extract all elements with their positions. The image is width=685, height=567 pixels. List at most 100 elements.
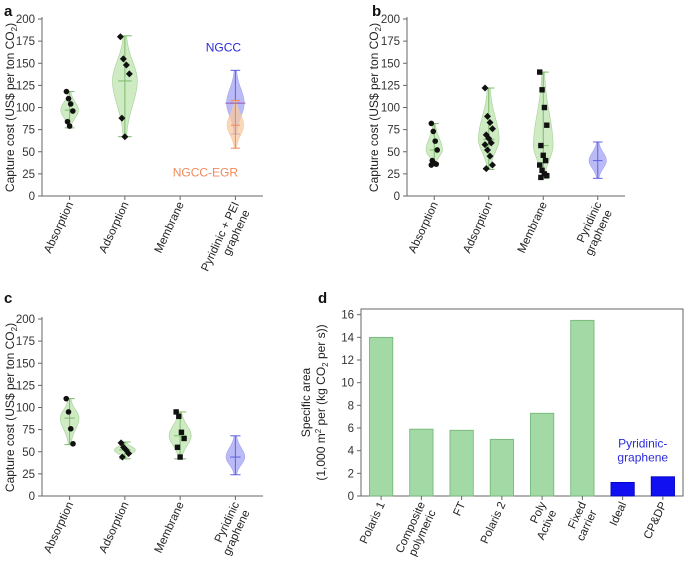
x-category-label: FT [452, 500, 469, 518]
y-tick-label: 175 [16, 36, 35, 48]
annotation-orange: NGCC-EGR [173, 166, 239, 180]
data-point-circle [64, 118, 71, 125]
data-point-square [538, 174, 544, 181]
data-point-diamond [122, 446, 130, 454]
y-tick-label: 75 [22, 125, 35, 137]
y-tick-label: 0 [348, 491, 354, 503]
x-category-label-line1: Polaris 2 [479, 500, 509, 546]
x-category-label: Pyridinicgraphene [209, 500, 254, 558]
y-axis-label-part: per s)) [314, 324, 328, 362]
y-tick-label: 175 [16, 336, 35, 348]
data-point-diamond [487, 139, 495, 147]
y-tick-label: 75 [387, 125, 400, 137]
data-point-diamond [125, 450, 133, 458]
y-tick-label: 200 [16, 314, 35, 326]
x-category-label-line1: Ideal [608, 500, 629, 528]
data-point-circle [65, 409, 72, 415]
x-category-label: Polaris 1 [358, 500, 388, 546]
bar-5 [570, 319, 595, 497]
x-category-label: Absorption [42, 200, 76, 255]
data-point-circle [428, 120, 435, 127]
data-point-circle [63, 88, 70, 95]
y-axis-label-sub: 2 [374, 26, 383, 31]
data-point-square [540, 152, 546, 158]
annotation-blue: NGCC [206, 41, 242, 55]
x-category-label: Adsorption [97, 500, 131, 555]
data-point-circle [433, 161, 440, 167]
data-point-square [544, 122, 550, 128]
x-category-label-line1: Absorption [42, 500, 76, 555]
y-axis-label: Capture cost (US$ per ton CO2) [3, 323, 19, 492]
x-category-label: Absorption [407, 200, 441, 255]
data-point-square [181, 435, 187, 442]
bar-0 [369, 336, 394, 497]
y-tick-label: 6 [348, 423, 354, 435]
data-point-diamond [119, 55, 127, 63]
y-tick-label: 12 [341, 355, 354, 367]
x-category-label: Pyridinic + PEIgraphene [199, 200, 253, 279]
y-axis-label-end: ) [3, 323, 17, 327]
data-point-diamond [481, 141, 489, 149]
x-category-label: PolyActive [523, 500, 560, 542]
y-axis-label-part: 2 [321, 362, 330, 367]
y-tick-label: 14 [341, 332, 354, 344]
y-axis-label: Capture cost (US$ per ton CO2) [367, 23, 383, 192]
data-point-square [174, 444, 181, 451]
y-tick-label: 16 [341, 310, 354, 322]
data-point-circle [428, 162, 435, 168]
y-tick-label: 10 [341, 378, 354, 390]
x-category-label-line1: Membrane [516, 200, 550, 255]
y-axis-label: Capture cost (US$ per ton CO2) [3, 23, 19, 192]
data-point-diamond [488, 161, 496, 169]
data-point-diamond [122, 61, 130, 69]
x-category-label: Membrane [516, 200, 550, 255]
x-category-label-line1: CP&DP [642, 500, 670, 541]
y-tick-label: 150 [381, 58, 400, 70]
data-point-square [538, 142, 544, 149]
x-category-label-line1: Adsorption [97, 500, 131, 555]
data-point-circle [66, 123, 73, 129]
annotation-line2: graphene [617, 450, 668, 464]
data-point-diamond [118, 114, 126, 122]
y-tick-label: 150 [16, 358, 35, 370]
data-point-circle [67, 101, 74, 107]
y-tick-label: 100 [381, 103, 400, 115]
y-axis-label-end: ) [3, 23, 17, 27]
bar-4 [530, 412, 555, 497]
data-point-circle [67, 425, 74, 432]
y-axis-label-main: Capture cost (US$ per ton CO [367, 31, 381, 192]
data-point-diamond [486, 152, 494, 160]
x-category-label-line1: Adsorption [461, 200, 495, 255]
x-category-label-line1: Absorption [407, 200, 441, 255]
data-point-square [539, 167, 545, 174]
bar-6 [610, 481, 635, 497]
x-category-label-line1: Polaris 1 [358, 500, 388, 546]
y-tick-label: 175 [381, 36, 400, 48]
bar-3 [489, 438, 514, 497]
x-category-label: Ideal [608, 500, 629, 528]
x-category-label: Membrane [153, 200, 187, 255]
data-point-circle [432, 138, 439, 144]
x-category-label-line1: Membrane [153, 500, 187, 555]
data-point-circle [70, 108, 76, 114]
data-point-diamond [121, 133, 129, 141]
x-category-label: Fixedcarrier [563, 500, 601, 543]
y-tick-label: 0 [29, 191, 35, 203]
x-category-label: Absorption [42, 500, 76, 555]
data-point-square [541, 104, 548, 111]
data-point-diamond [488, 125, 496, 133]
y-tick-label: 125 [16, 80, 35, 92]
data-point-square [173, 409, 179, 415]
data-point-square [544, 172, 550, 179]
panel-letter: b [372, 3, 381, 20]
y-axis-label-line1: Specific area [299, 367, 313, 437]
x-category-label-line1: Membrane [153, 200, 187, 255]
data-point-diamond [125, 70, 133, 78]
data-point-circle [70, 440, 76, 447]
data-point-diamond [481, 84, 489, 92]
x-category-label-line1: Absorption [42, 200, 76, 255]
y-axis-label-main: Capture cost (US$ per ton CO [3, 31, 17, 192]
y-axis-label-part: per (kg CO [314, 367, 328, 429]
